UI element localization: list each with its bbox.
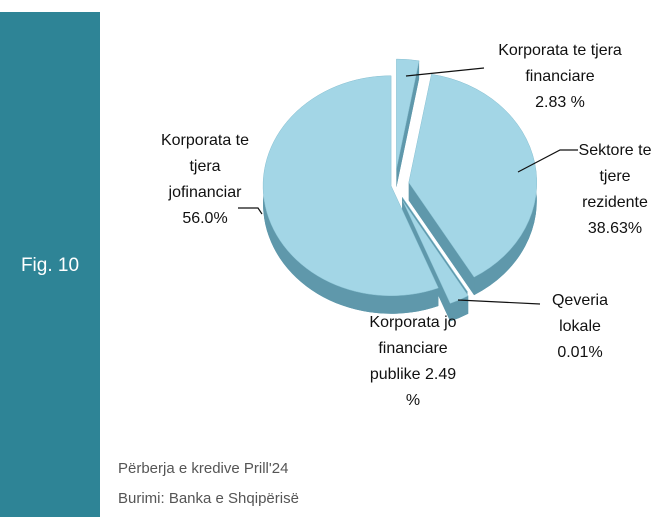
slice-label: Sektore te tjere rezidente 38.63% <box>565 138 665 242</box>
category-label: Sektore te tjere rezidente <box>578 142 652 211</box>
sidebar <box>0 12 100 517</box>
slice <box>401 196 468 293</box>
leader-line <box>405 67 485 77</box>
value-label: 2.83 % <box>535 94 585 111</box>
leader-line <box>238 207 263 215</box>
slice-label: Korporata jo financiare publike 2.49 % <box>367 310 459 414</box>
leaders <box>238 67 578 305</box>
leader-line <box>457 299 541 305</box>
note: Burimi: Banka e Shqipërisë <box>118 490 299 507</box>
value-label: 0.01% <box>557 344 603 361</box>
figure-label: Fig. 10 <box>20 255 80 276</box>
leader-line <box>517 149 578 173</box>
value-label: 2.49 % <box>405 366 457 409</box>
category-label: Korporata te tjera jofinanciar <box>160 132 250 201</box>
slice <box>262 75 439 296</box>
slice-label: Korporata te tjera jofinanciar 56.0% <box>155 128 255 232</box>
note: Përberja e kredive Prill'24 <box>118 460 289 477</box>
value-label: 56.0% <box>182 210 228 227</box>
slice-label: Qeveria lokale 0.01% <box>540 288 620 366</box>
slice <box>396 58 420 170</box>
slice-side <box>408 182 475 296</box>
slice-label: Korporata te tjera financiare 2.83 % <box>475 38 645 116</box>
category-label: Korporata te tjera financiare <box>498 42 622 85</box>
category-label: Korporata jo financiare publike <box>369 314 457 383</box>
pie <box>262 58 538 322</box>
value-label: 38.63% <box>587 220 643 237</box>
category-label: Qeveria lokale <box>551 292 609 335</box>
slice-side <box>396 60 420 188</box>
slice-side <box>402 201 451 322</box>
